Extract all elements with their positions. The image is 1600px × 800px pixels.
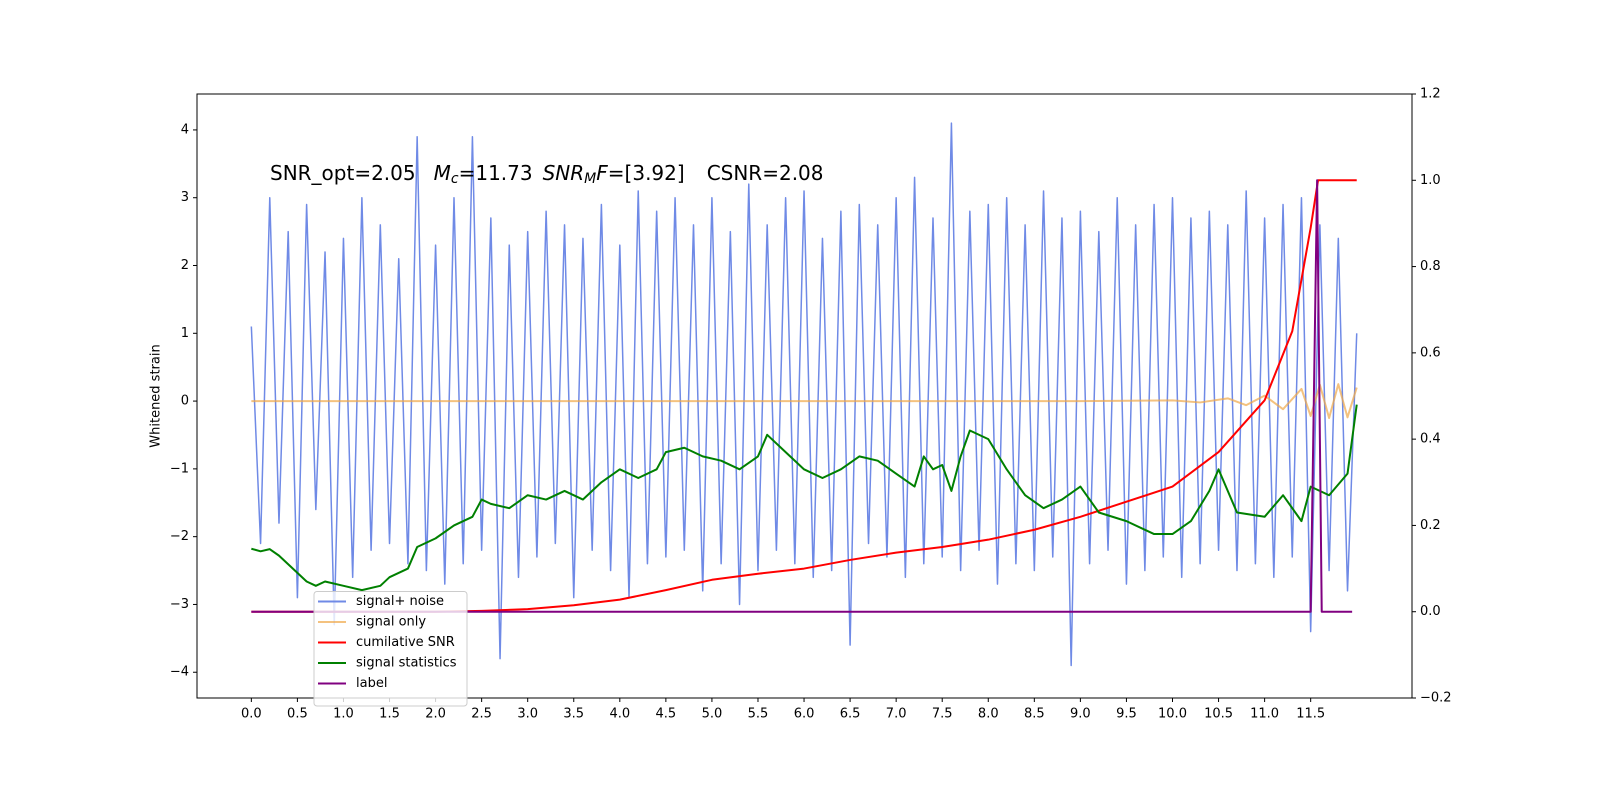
annotation-part: F xyxy=(596,161,608,185)
y2-tick-label: −0.2 xyxy=(1420,691,1452,706)
annotation-part: M xyxy=(584,171,596,187)
y2-tick-label: 0.2 xyxy=(1420,518,1441,533)
legend-label: label xyxy=(356,676,387,691)
x-tick-label: 9.5 xyxy=(1116,707,1137,722)
annotation-part: M xyxy=(434,161,451,185)
x-tick-label: 3.5 xyxy=(563,707,584,722)
y-tick-label: 4 xyxy=(181,122,189,137)
x-tick-label: 11.0 xyxy=(1250,707,1279,722)
annotation-part: =[3.92] xyxy=(608,161,685,185)
y2-tick-label: 0.4 xyxy=(1420,432,1441,447)
x-tick-label: 7.0 xyxy=(886,707,907,722)
y2-tick-label: 1.0 xyxy=(1420,173,1441,188)
annotation-part: =11.73 xyxy=(459,161,533,185)
x-tick-label: 2.5 xyxy=(471,707,492,722)
x-tick-label: 3.0 xyxy=(517,707,538,722)
x-tick-label: 7.5 xyxy=(932,707,953,722)
annotation: SNR_opt=2.05 Mc=11.73 SNRMF=[3.92] CSNR=2.0… xyxy=(270,161,824,188)
legend-label: signal only xyxy=(356,615,426,630)
x-tick-label: 4.5 xyxy=(656,707,677,722)
y2-tick-label: 0.6 xyxy=(1420,345,1441,360)
legend-label: signal statistics xyxy=(356,656,457,671)
y-axis-label: Whitened strain xyxy=(149,344,164,447)
y-tick-label: 1 xyxy=(181,326,189,341)
series-line xyxy=(251,404,1358,592)
y2-tick-label: 0.0 xyxy=(1420,604,1441,619)
legend-label: signal+ noise xyxy=(356,594,444,609)
x-tick-label: 4.0 xyxy=(609,707,630,722)
y-tick-label: 3 xyxy=(181,190,189,205)
x-tick-label: 0.0 xyxy=(241,707,262,722)
x-tick-label: 11.5 xyxy=(1296,707,1325,722)
x-tick-label: 6.5 xyxy=(840,707,861,722)
x-tick-label: 5.0 xyxy=(702,707,723,722)
series-line xyxy=(251,383,1358,420)
annotation-part: CSNR=2.08 xyxy=(707,161,824,185)
y2-tick-label: 1.2 xyxy=(1420,87,1441,102)
y-tick-label: −3 xyxy=(170,597,189,612)
y-tick-label: 2 xyxy=(181,258,189,273)
y-tick-label: −1 xyxy=(170,461,189,476)
x-tick-label: 10.0 xyxy=(1158,707,1187,722)
annotation-part: SNR_opt=2.05 xyxy=(270,161,416,185)
y-tick-label: −2 xyxy=(170,529,189,544)
x-tick-label: 5.5 xyxy=(748,707,769,722)
y2-tick-label: 0.8 xyxy=(1420,259,1441,274)
annotation-part: c xyxy=(451,171,459,187)
x-tick-label: 10.5 xyxy=(1204,707,1233,722)
x-tick-label: 8.0 xyxy=(978,707,999,722)
annotation-part: SNR xyxy=(543,161,585,185)
x-tick-label: 1.0 xyxy=(333,707,354,722)
y-tick-label: −4 xyxy=(170,665,189,680)
series-line xyxy=(251,179,1357,613)
y-tick-label: 0 xyxy=(181,394,189,409)
legend-box xyxy=(313,591,468,707)
series-line xyxy=(250,122,1358,667)
x-tick-label: 0.5 xyxy=(287,707,308,722)
x-tick-label: 6.0 xyxy=(794,707,815,722)
x-tick-label: 2.0 xyxy=(425,707,446,722)
x-tick-label: 9.0 xyxy=(1070,707,1091,722)
x-tick-label: 8.5 xyxy=(1024,707,1045,722)
series-line xyxy=(251,179,1353,613)
legend-label: cumilative SNR xyxy=(356,635,455,650)
x-tick-label: 1.5 xyxy=(379,707,400,722)
